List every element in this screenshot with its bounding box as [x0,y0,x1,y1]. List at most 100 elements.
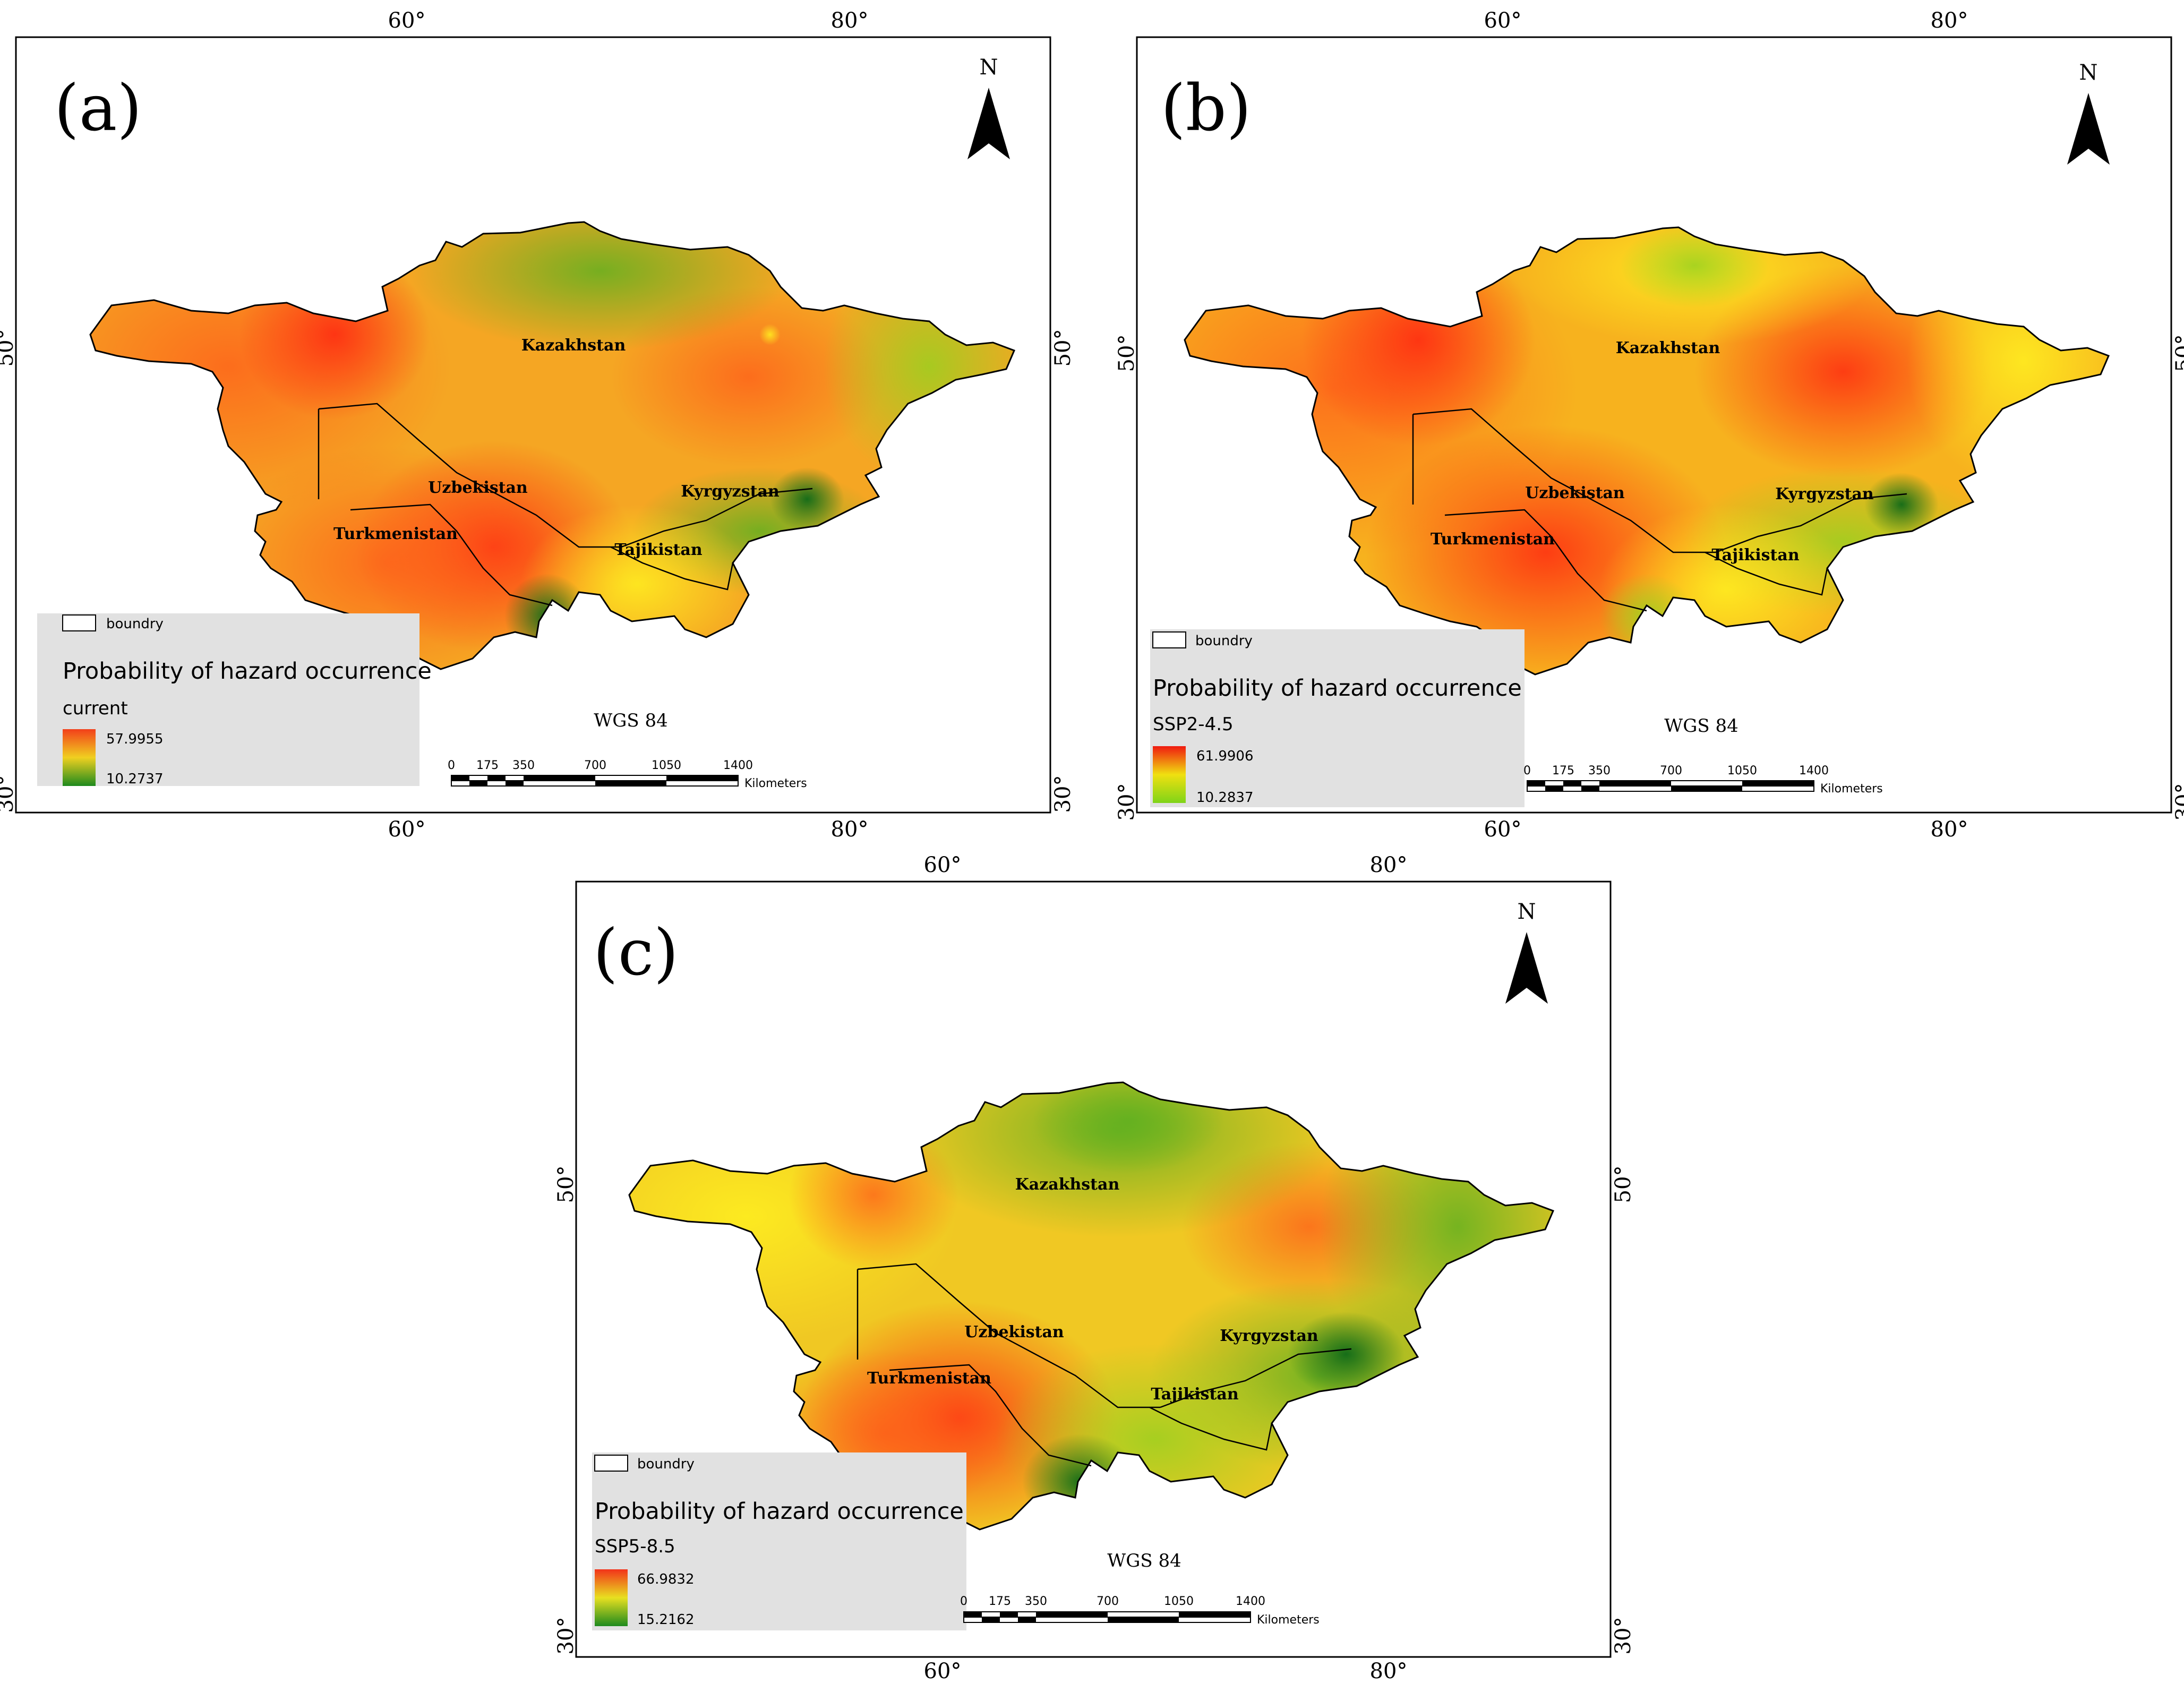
country-label-turkmenistan: Turkmenistan [333,525,458,543]
lat-tick-left: 50° [1115,335,1139,372]
scale-tick: 1400 [723,759,753,772]
crs-label: WGS 84 [1664,715,1738,737]
lat-tick-left: 50° [0,329,18,367]
country-label-uzbekistan: Uzbekistan [428,478,528,497]
scale-tick: 1050 [1164,1595,1194,1608]
scale-bar: 0 175 350 700 1050 1400 Kilometers [448,759,807,790]
boundary-swatch [62,614,96,631]
panel-label: (c) [593,916,679,990]
scale-tick: 700 [1660,764,1682,777]
legend: boundry Probability of hazard occurrence… [592,1452,966,1630]
north-letter: N [1518,900,1536,924]
legend: boundry Probability of hazard occurrence… [1150,629,1524,807]
lat-tick-left: 30° [0,775,18,813]
country-label-tajikistan: Tajikistan [1711,546,1800,565]
boundary-swatch [1152,631,1186,648]
scale-tick: 175 [1552,764,1574,777]
country-label-tajikistan: Tajikistan [1151,1385,1239,1404]
lat-tick-left: 30° [1115,783,1139,821]
country-label-turkmenistan: Turkmenistan [867,1369,991,1388]
scale-bar-segments [963,1611,1251,1623]
legend-min: 10.2837 [1196,790,1254,806]
scale-tick: 350 [1025,1595,1047,1608]
lon-tick-top: 60° [1484,8,1522,33]
panel-a: (a) N [0,8,1075,842]
country-label-kazakhstan: Kazakhstan [521,336,626,355]
north-arrow: N [967,55,1010,159]
scale-tick: 350 [512,759,535,772]
scale-tick: 1050 [652,759,681,772]
legend-max: 57.9955 [106,731,164,747]
boundary-label: boundry [1195,633,1253,649]
north-arrow-icon [2067,93,2110,165]
scale-bar-segments [1527,780,1814,792]
country-label-tajikistan: Tajikistan [614,541,703,559]
scale-tick: 700 [584,759,606,772]
lat-tick-right: 50° [1051,329,1075,367]
scale-tick: 1400 [1236,1595,1265,1608]
north-arrow-icon [967,88,1010,159]
boundary-label: boundry [637,1456,695,1472]
crs-label: WGS 84 [1107,1550,1181,1571]
country-label-turkmenistan: Turkmenistan [1431,530,1555,549]
scale-tick: 0 [1523,764,1531,777]
scenario-label: current [63,698,128,719]
north-letter: N [2079,61,2098,85]
scale-unit: Kilometers [1820,782,1883,796]
scale-tick: 700 [1097,1595,1119,1608]
lon-tick-top: 60° [388,8,426,33]
legend: boundry Probability of hazard occurrence… [37,613,432,787]
lat-tick-left: 30° [554,1617,578,1655]
legend-max: 66.9832 [637,1571,695,1587]
scale-bar: 0 175 350 700 1050 1400 Kilometers [960,1595,1320,1627]
legend-box [1150,629,1524,807]
north-arrow: N [1505,900,1548,1004]
lon-tick-bottom: 60° [388,817,426,842]
lon-tick-bottom: 80° [831,817,869,842]
north-letter: N [980,55,998,80]
scale-bar: 0 175 350 700 1050 1400 Kilometers [1523,764,1883,796]
scale-bar-segments [451,775,739,787]
legend-max: 61.9906 [1196,748,1254,764]
lat-tick-right: 30° [2172,783,2184,821]
legend-title: Probability of hazard occurrence [63,658,432,685]
north-arrow-icon [1505,932,1548,1004]
scale-tick: 350 [1588,764,1611,777]
lon-tick-top: 60° [924,853,962,877]
north-arrow: N [2067,61,2110,165]
panel-label: (b) [1161,72,1251,146]
lon-tick-top: 80° [1931,8,1968,33]
legend-min: 10.2737 [106,771,164,787]
scale-unit: Kilometers [1257,1613,1320,1627]
panel-b: (b) N [1115,8,2184,842]
scale-tick: 1050 [1727,764,1757,777]
country-label-kyrgyzstan: Kyrgyzstan [1220,1327,1318,1345]
lat-tick-right: 30° [1051,775,1075,813]
lat-tick-right: 50° [1611,1166,1635,1203]
panel-c: (c) N [554,853,1635,1684]
scale-tick: 1400 [1799,764,1829,777]
scale-unit: Kilometers [744,777,807,790]
scale-tick: 0 [960,1595,967,1608]
lon-tick-bottom: 80° [1931,817,1968,842]
country-label-kyrgyzstan: Kyrgyzstan [681,482,780,501]
country-label-uzbekistan: Uzbekistan [1525,484,1625,502]
panel-label: (a) [54,72,142,146]
lon-tick-bottom: 60° [1484,817,1522,842]
legend-title: Probability of hazard occurrence [1153,675,1522,702]
lon-tick-top: 80° [1370,853,1408,877]
legend-box [592,1452,966,1630]
boundary-label: boundry [106,616,164,632]
country-label-kazakhstan: Kazakhstan [1616,339,1720,357]
color-ramp [595,1569,628,1626]
scale-tick: 175 [476,759,499,772]
legend-title: Probability of hazard occurrence [595,1498,964,1525]
scale-tick: 175 [989,1595,1011,1608]
lon-tick-top: 80° [831,8,869,33]
legend-min: 15.2162 [637,1612,695,1628]
country-label-uzbekistan: Uzbekistan [964,1323,1064,1341]
lat-tick-right: 50° [2172,335,2184,372]
legend-box [37,613,419,786]
color-ramp [63,729,96,786]
